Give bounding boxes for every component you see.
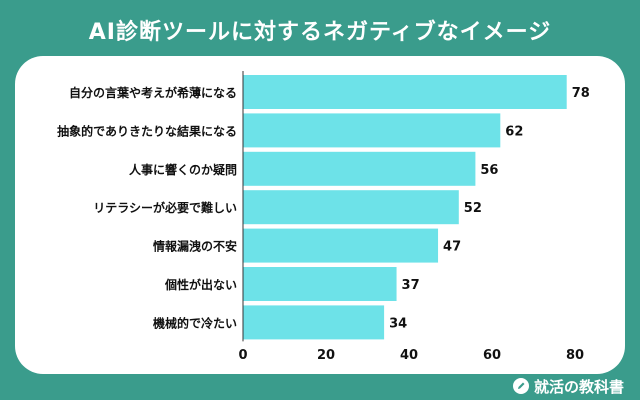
bar bbox=[243, 151, 476, 186]
bar bbox=[243, 305, 385, 340]
x-tick-label: 80 bbox=[566, 348, 584, 363]
data-label: 78 bbox=[572, 86, 590, 101]
x-tick-label: 0 bbox=[238, 348, 247, 363]
data-label: 47 bbox=[443, 240, 461, 255]
x-tick-label: 20 bbox=[317, 348, 335, 363]
data-label: 62 bbox=[505, 124, 523, 139]
data-label: 37 bbox=[402, 278, 420, 293]
bar bbox=[243, 75, 567, 109]
chart-title: AI診断ツールに対するネガティブなイメージ bbox=[88, 20, 552, 45]
bar-chart: 自分の言葉や考えが希薄になる 78 抽象的でありきたりな結果になる 62 人事に響くのか… bbox=[57, 71, 590, 363]
bar bbox=[243, 267, 397, 301]
brand-name: 就活の教科書 bbox=[533, 377, 624, 396]
category-label: 個性が出ない bbox=[164, 277, 237, 292]
category-label: 機械的で冷たい bbox=[153, 315, 237, 330]
pencil-icon bbox=[512, 378, 529, 394]
x-tick-label: 60 bbox=[483, 348, 501, 363]
bar bbox=[243, 113, 501, 148]
category-label: リテラシーが必要で難しい bbox=[93, 200, 237, 215]
category-label: 人事に響くのか疑問 bbox=[129, 162, 237, 177]
brand-logo: 就活の教科書 bbox=[512, 374, 624, 398]
x-tick-label: 40 bbox=[400, 348, 418, 363]
data-label: 56 bbox=[480, 163, 498, 178]
bar bbox=[243, 228, 439, 263]
category-label: 抽象的でありきたりな結果になる bbox=[57, 123, 237, 138]
data-label: 34 bbox=[389, 316, 407, 331]
data-label: 52 bbox=[464, 201, 482, 216]
bar bbox=[243, 190, 459, 225]
category-label: 自分の言葉や考えが希薄になる bbox=[69, 85, 237, 100]
category-label: 情報漏洩の不安 bbox=[153, 239, 237, 254]
